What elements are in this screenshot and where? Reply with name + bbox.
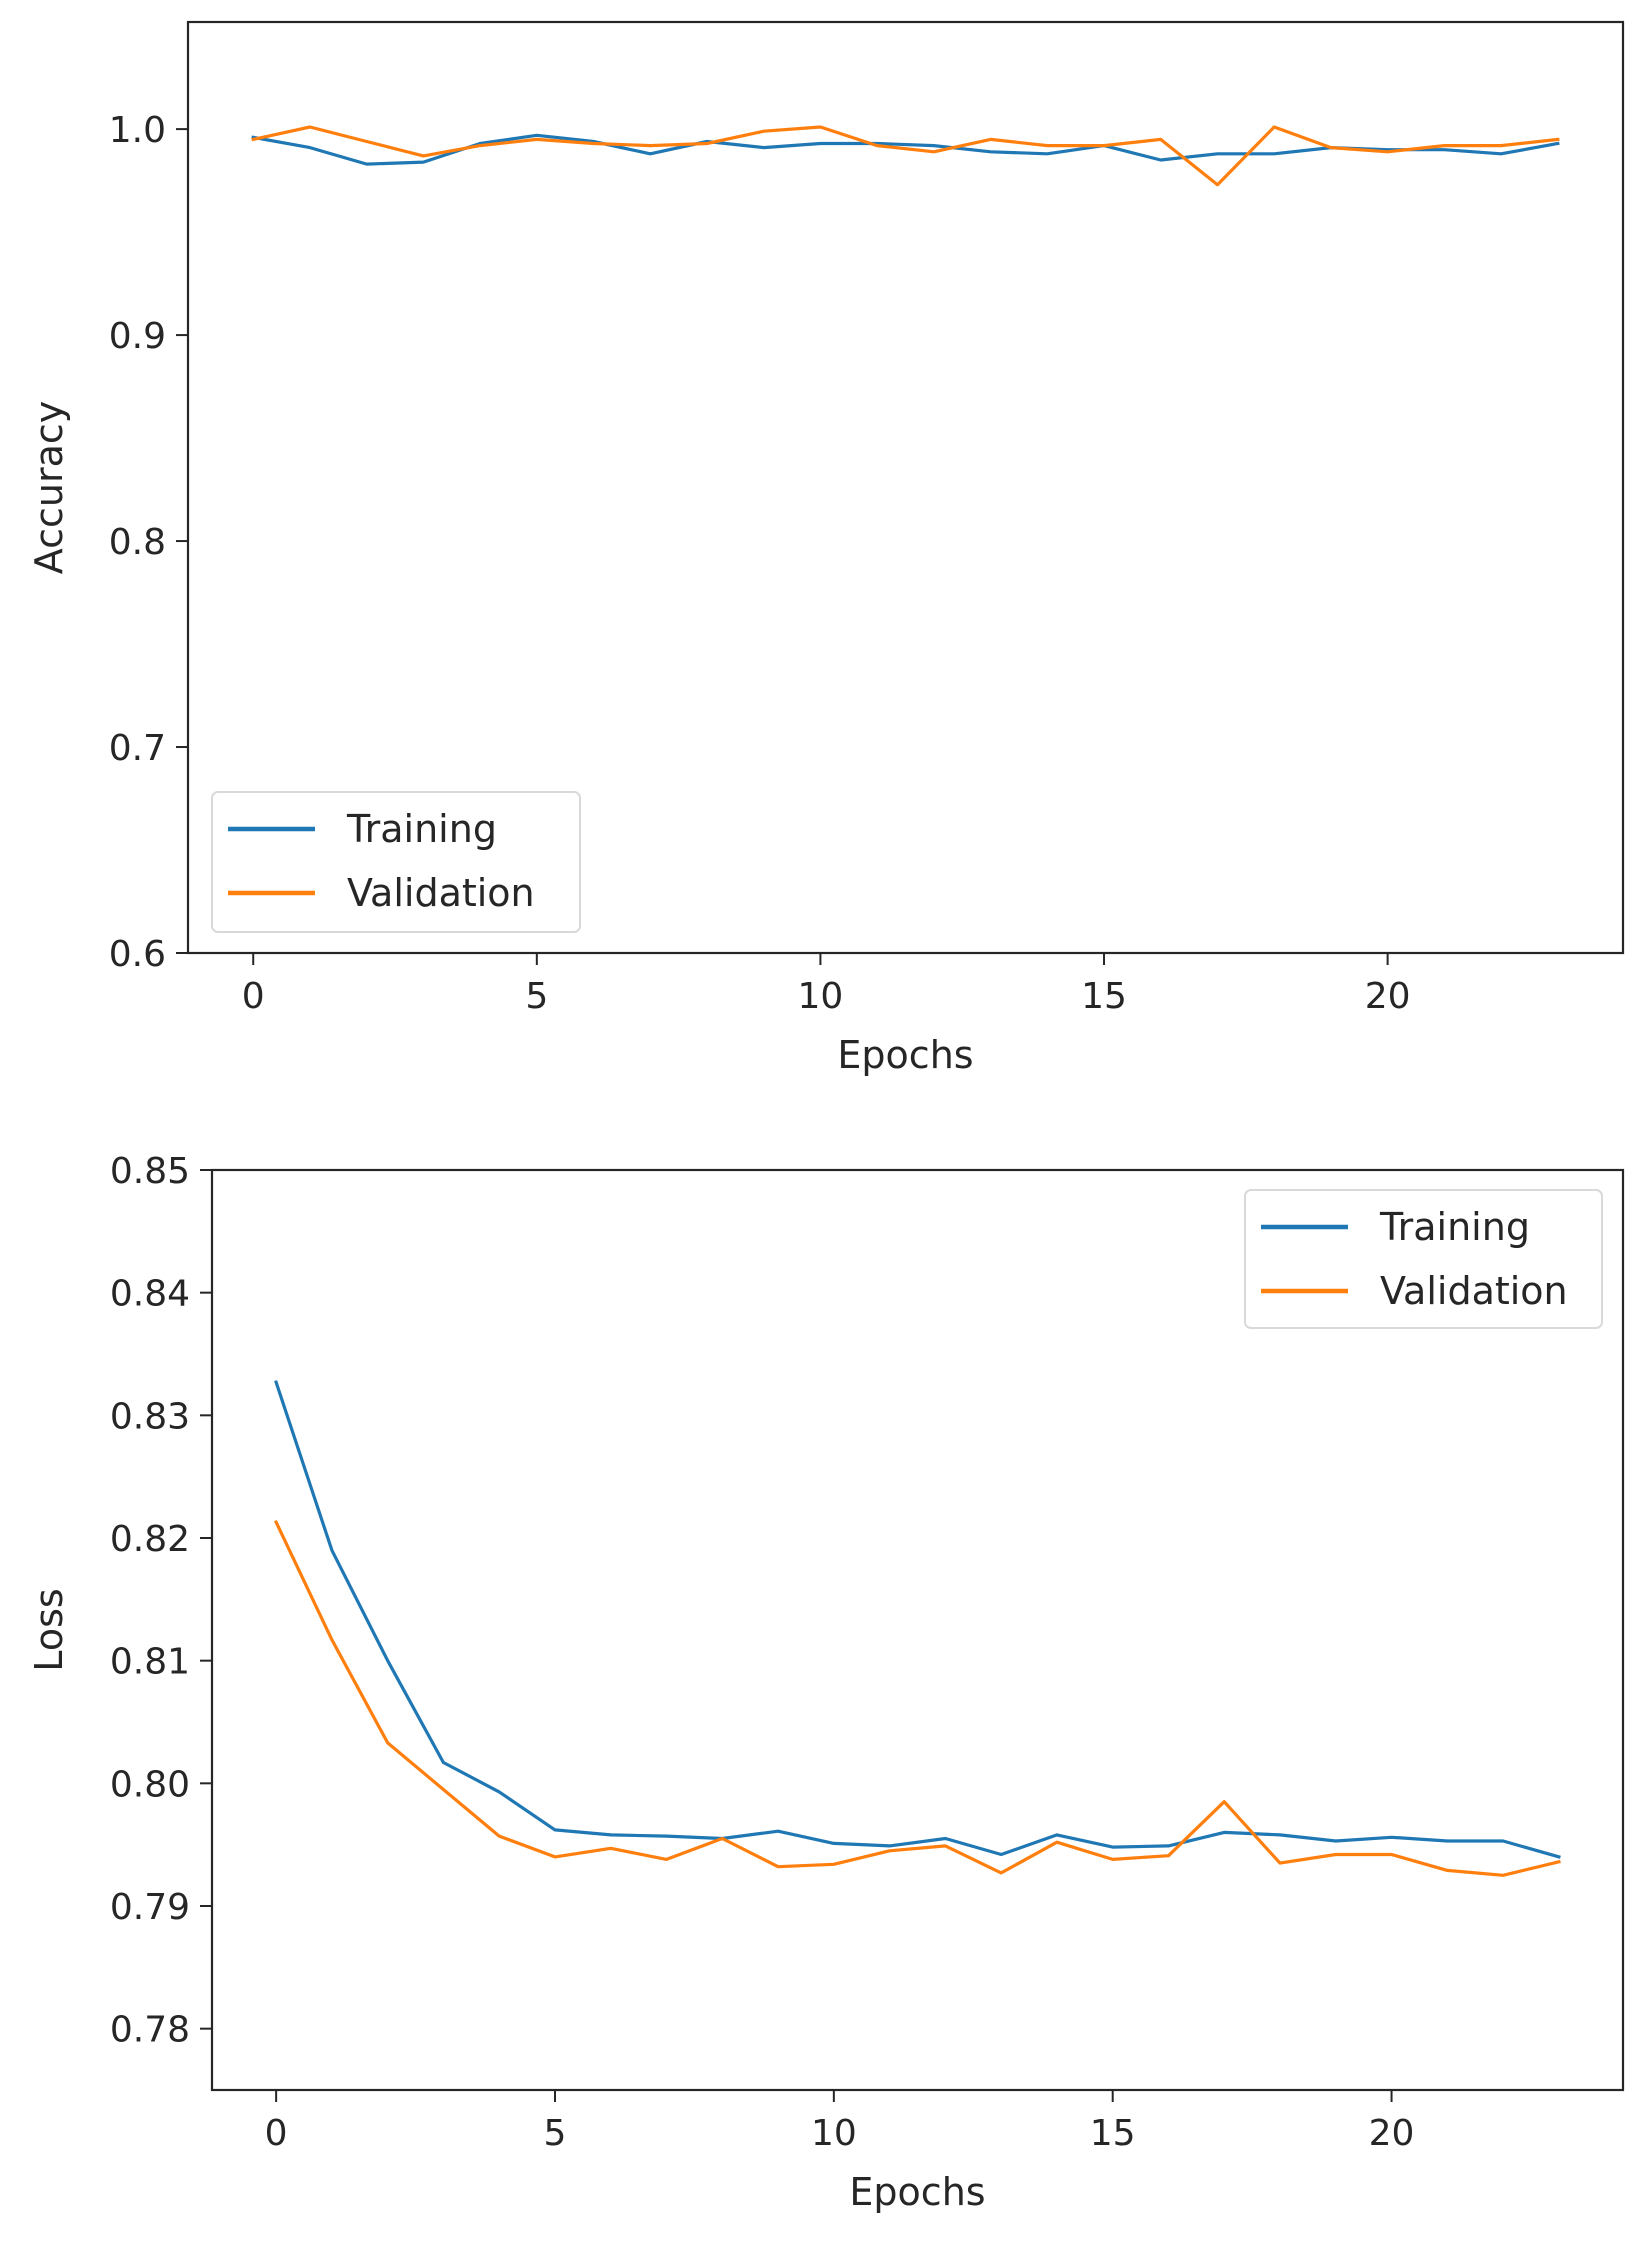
accuracy-y-axis-label: Accuracy	[27, 401, 71, 575]
accuracy-ytick-label: 0.7	[109, 728, 166, 769]
loss-legend-label-training: Training	[1379, 1205, 1530, 1249]
loss-xtick-label: 15	[1090, 2113, 1136, 2154]
accuracy-ytick-label: 0.9	[109, 316, 166, 357]
loss-ytick-label: 0.80	[110, 1764, 190, 1805]
loss-ytick-label: 0.85	[110, 1151, 190, 1192]
accuracy-xtick-label: 5	[525, 976, 548, 1017]
accuracy-xtick-label: 10	[798, 976, 844, 1017]
loss-legend-box	[1244, 1189, 1603, 1329]
loss-plot: 0 5 10 15 20 0.78 0.79 0.80 0.81 0.82 0.83 0.84 0.85…	[27, 1151, 1625, 2214]
accuracy-x-axis-label: Epochs	[837, 1033, 973, 1077]
loss-line-validation	[273, 1519, 1561, 1877]
accuracy-ytick-label: 0.6	[109, 934, 166, 975]
accuracy-line-validation	[251, 125, 1560, 187]
loss-ytick-label: 0.84	[110, 1274, 190, 1315]
loss-axes-frame	[210, 1168, 1625, 2092]
loss-xtick-label: 5	[544, 2113, 567, 2154]
accuracy-ytick-label: 1.0	[109, 110, 166, 151]
loss-xtick-label: 0	[265, 2113, 288, 2154]
loss-y-axis-label: Loss	[27, 1588, 71, 1671]
loss-xtick-label: 10	[811, 2113, 857, 2154]
accuracy-xtick-label: 0	[242, 976, 265, 1017]
loss-legend: Training Validation	[1244, 1189, 1603, 1329]
accuracy-legend: Training Validation	[211, 791, 581, 933]
accuracy-legend-label-validation: Validation	[347, 871, 535, 915]
loss-ytick-label: 0.78	[110, 2010, 190, 2051]
accuracy-ytick-label: 0.8	[109, 522, 166, 563]
loss-ytick-label: 0.83	[110, 1396, 190, 1437]
accuracy-legend-label-training: Training	[346, 807, 497, 851]
accuracy-xtick-label: 20	[1365, 976, 1411, 1017]
accuracy-axes-frame	[186, 20, 1625, 955]
loss-x-axis-label: Epochs	[849, 2170, 985, 2214]
loss-xtick-label: 20	[1369, 2113, 1415, 2154]
loss-legend-label-validation: Validation	[1380, 1269, 1568, 1313]
loss-line-training	[274, 1380, 1561, 1859]
accuracy-xtick-label: 15	[1081, 976, 1127, 1017]
accuracy-plot: 0 5 10 15 20 0.6 0.7 0.8 0.9 1.0 Epochs Accuracy Tra…	[27, 20, 1625, 1077]
loss-ytick-label: 0.82	[110, 1519, 190, 1560]
loss-ytick-label: 0.81	[110, 1642, 190, 1683]
loss-ytick-label: 0.79	[110, 1887, 190, 1928]
